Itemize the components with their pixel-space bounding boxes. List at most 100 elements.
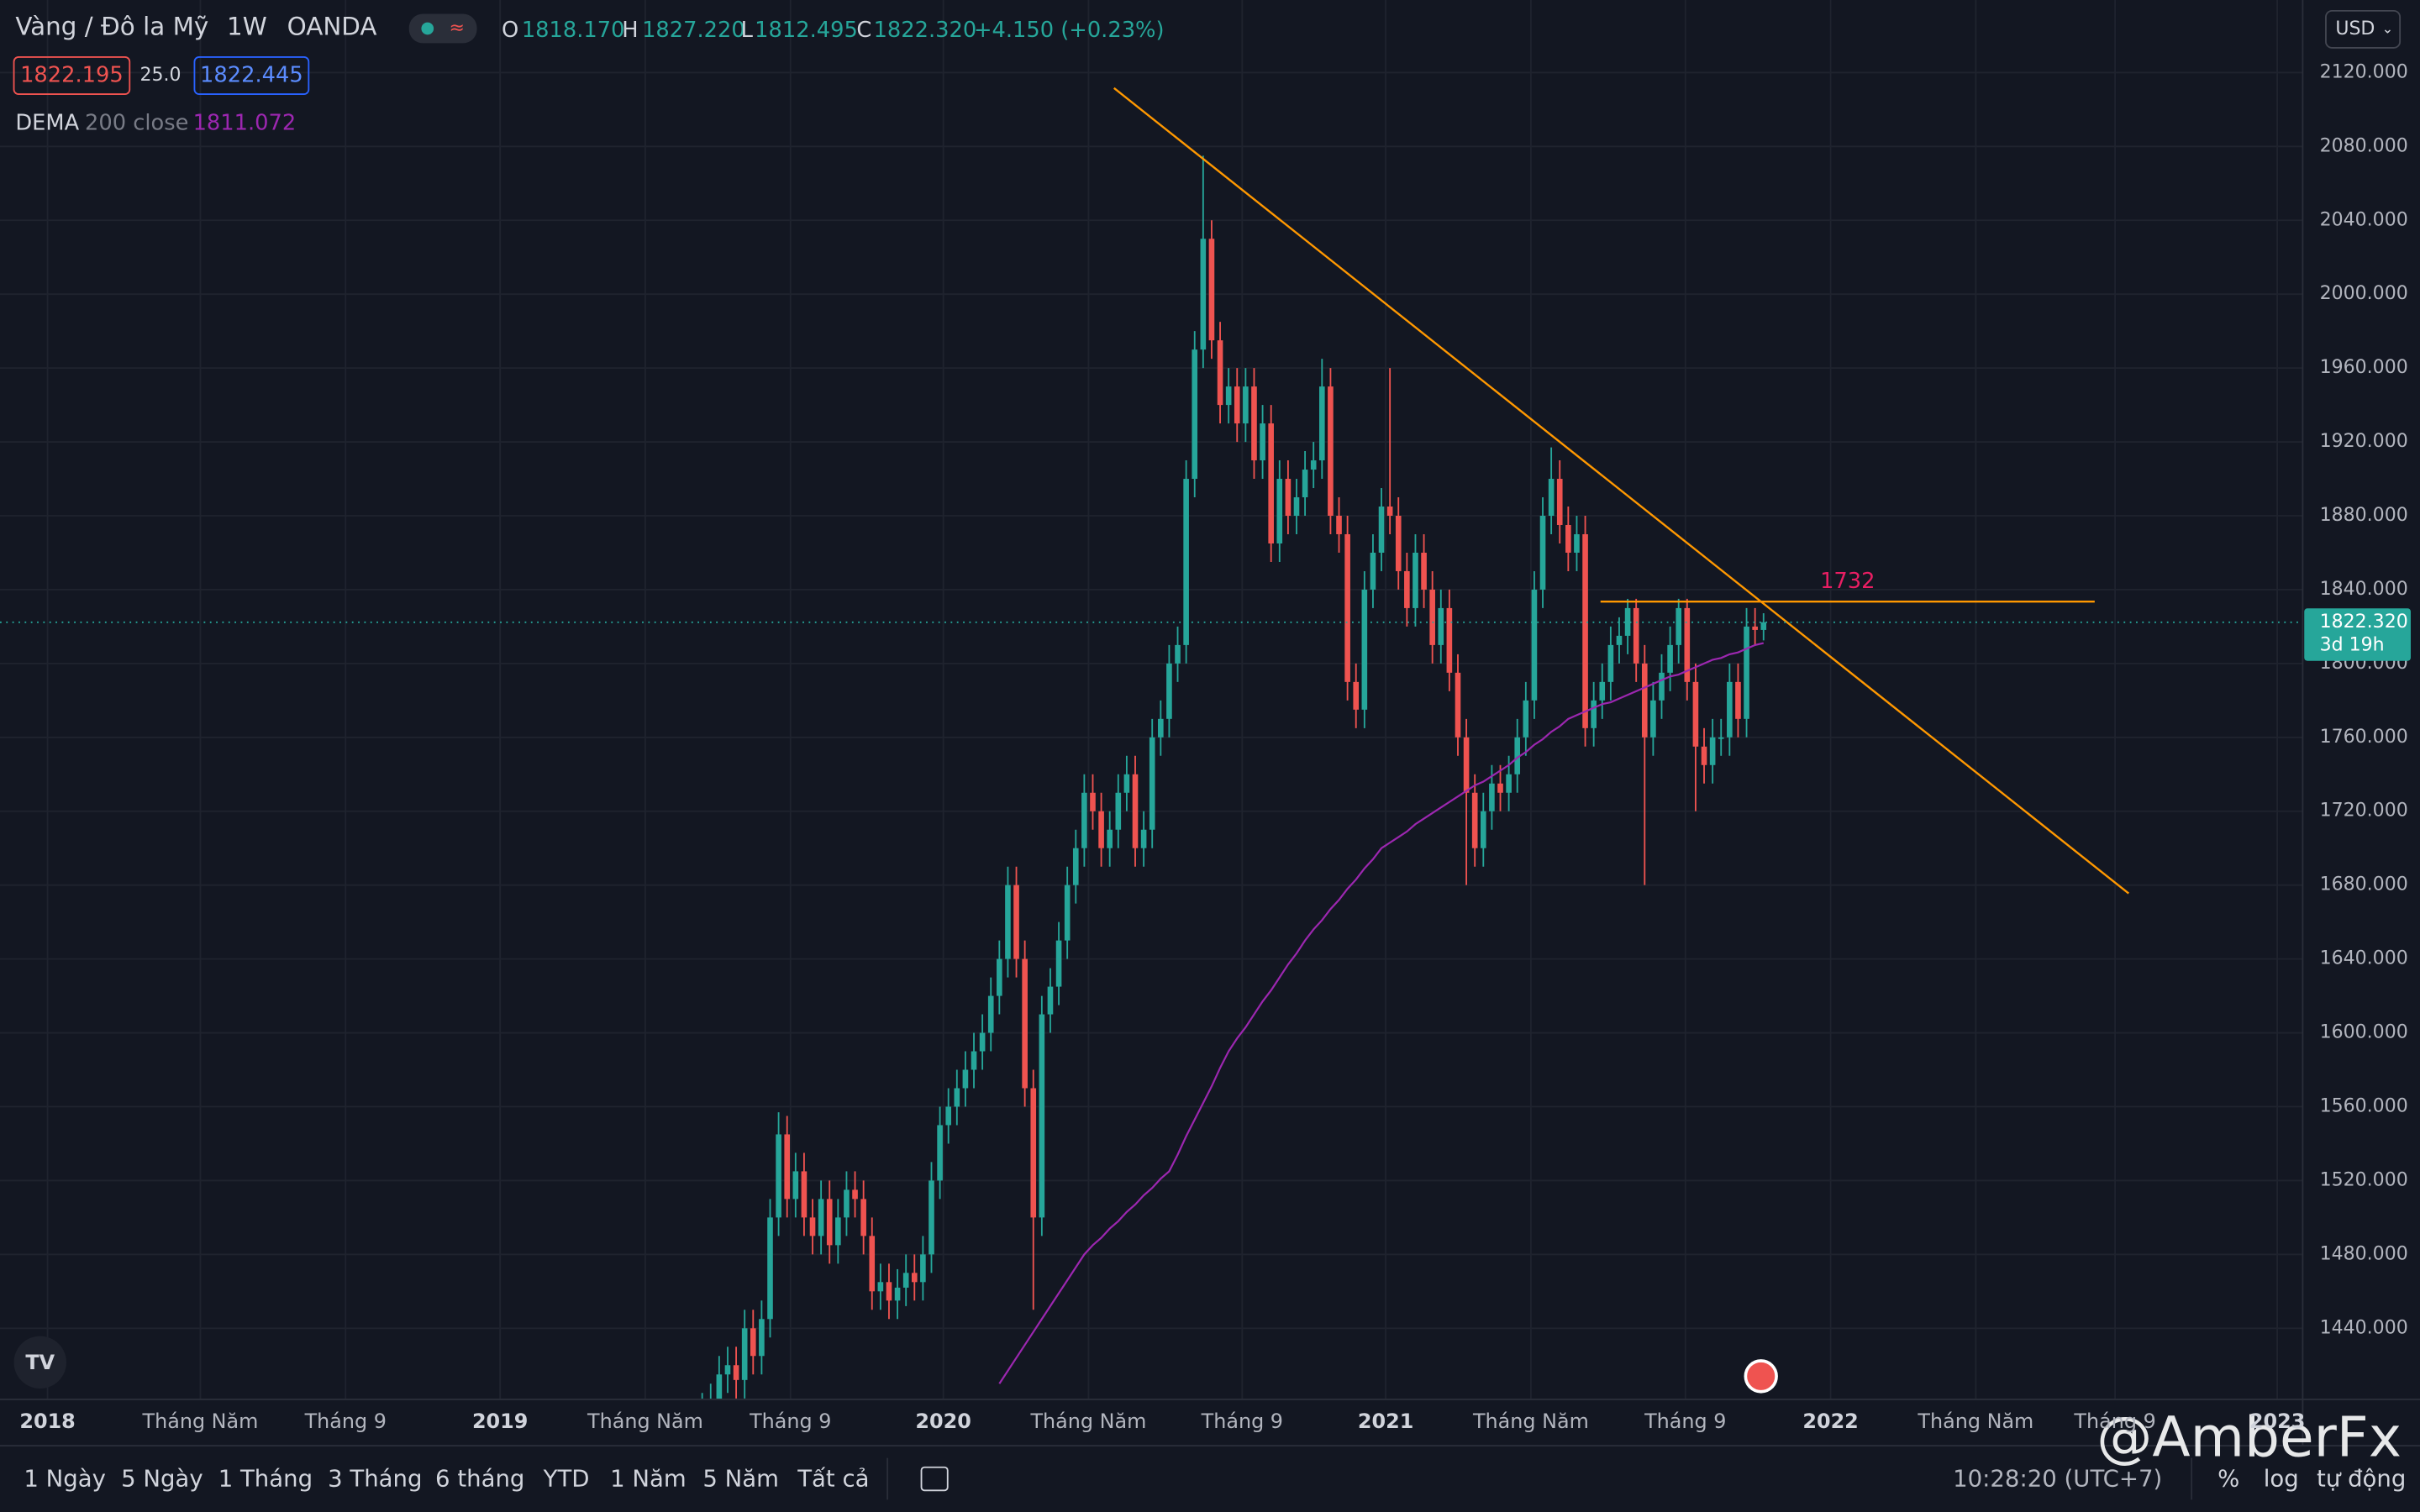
scale-option[interactable]: %	[2217, 1465, 2239, 1492]
scale-option[interactable]: log	[2264, 1465, 2299, 1492]
candle-body	[1336, 516, 1342, 534]
candle-body	[1471, 792, 1478, 848]
candle-body	[1175, 644, 1181, 664]
indicator-line	[998, 642, 1765, 1384]
ohlc-value: 1818.170	[522, 18, 625, 43]
y-tick-label: 2040.000	[2320, 209, 2408, 230]
candle-body	[1022, 958, 1028, 1089]
candle-body	[1429, 589, 1435, 645]
candle-body	[835, 1217, 841, 1246]
trend-line	[1113, 87, 2130, 895]
candle-body	[1123, 774, 1130, 793]
candle-body	[1735, 681, 1741, 719]
candle-body	[1497, 783, 1503, 793]
event-flag[interactable]	[1744, 1359, 1778, 1394]
y-tick-label: 1560.000	[2320, 1095, 2408, 1116]
candle-body	[1582, 533, 1588, 728]
ohlc-key: C	[856, 18, 871, 43]
candle-body	[1302, 470, 1308, 498]
range-button[interactable]: 5 Ngày	[121, 1465, 203, 1492]
candle-body	[844, 1189, 850, 1218]
y-tick-label: 2120.000	[2320, 61, 2408, 82]
range-button[interactable]: 5 Năm	[702, 1465, 779, 1492]
candle-body	[1158, 718, 1164, 738]
x-tick-label: 2021	[1358, 1410, 1413, 1433]
candle-body	[1404, 570, 1410, 608]
logo-bg[interactable]	[13, 1336, 66, 1389]
candle-body	[979, 1032, 986, 1052]
clock[interactable]: 10:28:20 (UTC+7)	[1953, 1465, 2162, 1492]
candle-body	[1744, 626, 1749, 719]
candle-body	[1591, 700, 1597, 728]
candle-body	[776, 1134, 781, 1218]
ohlc-value: 1822.320	[874, 18, 977, 43]
range-button[interactable]: 1 Năm	[610, 1465, 687, 1492]
candle-body	[997, 958, 1002, 996]
currency-button[interactable]	[2325, 9, 2402, 49]
ohlc-value: 1812.495	[755, 18, 858, 43]
y-tick-label: 1520.000	[2320, 1169, 2408, 1190]
candle-body	[852, 1189, 858, 1200]
candle-body	[1641, 663, 1648, 738]
candle-body	[1421, 552, 1427, 590]
symbol[interactable]: Vàng / Đô la Mỹ	[15, 13, 208, 41]
y-tick-label: 1480.000	[2320, 1243, 2408, 1264]
candle-body	[1140, 829, 1147, 848]
range-button[interactable]: 1 Tháng	[218, 1465, 313, 1492]
candle-body	[902, 1273, 909, 1288]
candle-body	[1013, 885, 1019, 959]
candle-body	[1455, 672, 1461, 738]
line-label: 1732	[1820, 569, 1875, 594]
x-tick-label: Tháng Năm	[1917, 1410, 2033, 1433]
candle-body	[1243, 386, 1249, 424]
x-tick-label: Tháng Năm	[1029, 1410, 1146, 1433]
bid-box[interactable]	[13, 56, 131, 95]
ohlc-key: L	[741, 18, 754, 43]
x-tick-label: Tháng 9	[2073, 1410, 2155, 1433]
candle-body	[1650, 700, 1656, 738]
candle-body	[1132, 774, 1139, 848]
candle-body	[724, 1365, 731, 1375]
candle-body	[1234, 386, 1240, 424]
candle-body	[784, 1134, 791, 1200]
candle-body	[987, 995, 994, 1033]
candle-body	[954, 1088, 960, 1107]
interval[interactable]: 1W	[227, 13, 267, 41]
spread: 25.0	[139, 65, 181, 86]
y-tick-label: 1960.000	[2320, 357, 2408, 378]
plot: 1732	[0, 87, 2303, 1399]
candle-body	[894, 1287, 901, 1301]
range-button[interactable]: 1 Ngày	[24, 1465, 106, 1492]
indicator-name[interactable]: DEMA	[15, 110, 79, 135]
y-tick-label: 1600.000	[2320, 1022, 2408, 1043]
candle-body	[750, 1328, 756, 1357]
candle-body	[1506, 774, 1512, 793]
y-tick-label: 2000.000	[2320, 283, 2408, 304]
scale-option[interactable]: tự động	[2317, 1465, 2406, 1492]
candle-body	[1208, 239, 1215, 341]
candle-body	[759, 1319, 765, 1357]
candle-body	[1072, 848, 1079, 885]
candle-body	[1268, 423, 1274, 543]
y-tick-label: 1920.000	[2320, 431, 2408, 452]
candle-body	[1692, 681, 1699, 747]
status-pill[interactable]	[408, 13, 477, 44]
candle-body	[1276, 479, 1283, 543]
candle-body	[1659, 672, 1665, 701]
candle-body	[869, 1236, 876, 1292]
range-button[interactable]: 3 Tháng	[328, 1465, 422, 1492]
range-button[interactable]: 6 tháng	[435, 1465, 524, 1492]
ask-box[interactable]	[193, 56, 310, 95]
candle-body	[1090, 792, 1096, 811]
x-tick-label: Tháng 9	[304, 1410, 387, 1433]
x-tick-label: 2023	[2249, 1410, 2305, 1433]
candle-body	[920, 1254, 926, 1283]
candle-body	[1676, 607, 1682, 645]
goto-date[interactable]	[920, 1466, 949, 1492]
range-button[interactable]: Tất cả	[797, 1465, 869, 1492]
candle-body	[1684, 607, 1691, 682]
range-button[interactable]: YTD	[543, 1465, 590, 1492]
change: +4.150 (+0.23%)	[974, 18, 1165, 43]
